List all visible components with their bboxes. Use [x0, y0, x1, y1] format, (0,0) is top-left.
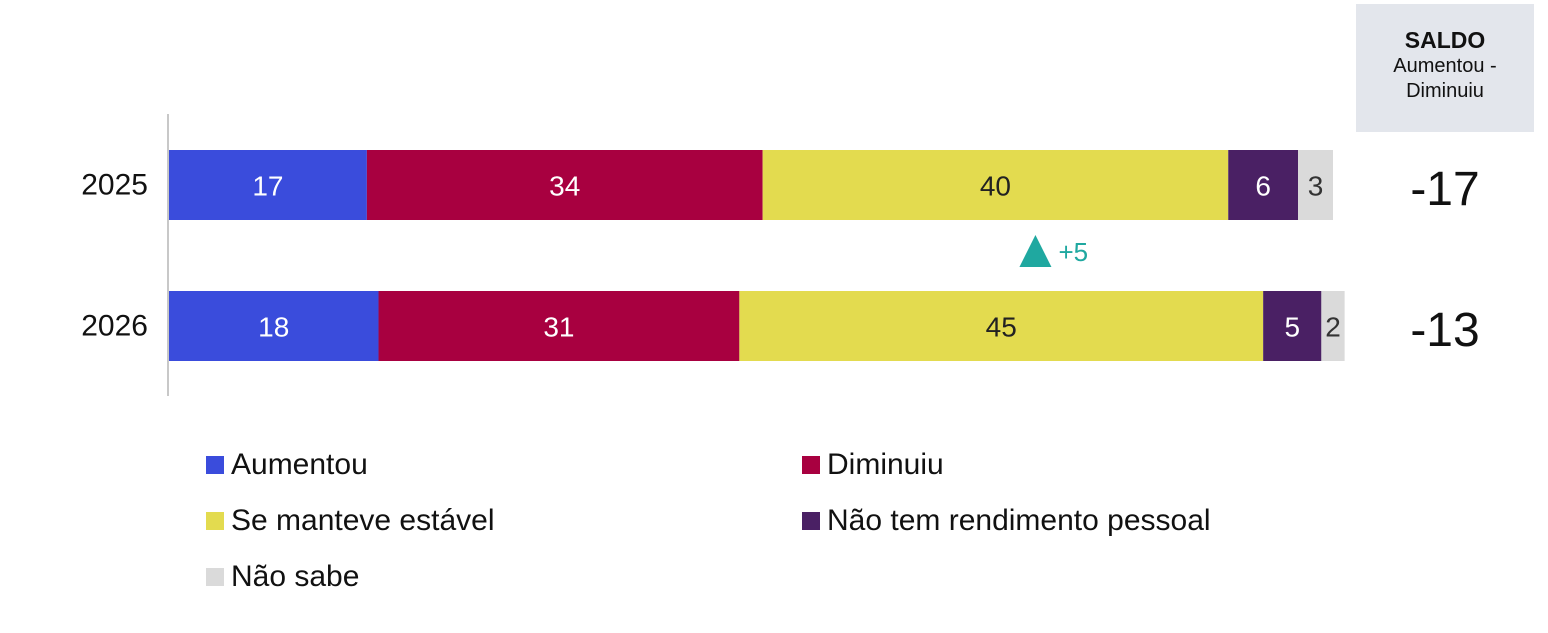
legend-label-nao-sabe: Não sabe [231, 560, 360, 593]
saldo-value-2025: -17 [1410, 163, 1479, 216]
bar-2026-series-0 [169, 291, 379, 361]
legend-item-se-manteve-estavel: Se manteve estável [206, 504, 494, 538]
data-label-2025-series-3: 6 [1255, 171, 1271, 202]
saldo-header: SALDO Aumentou - Diminuiu [1356, 4, 1534, 132]
data-label-2026-series-3: 5 [1284, 312, 1300, 343]
data-label-2025-series-4: 3 [1308, 171, 1324, 202]
legend-swatch-nao-tem-rendimento [802, 512, 820, 530]
legend-label-se-manteve-estavel: Se manteve estável [231, 504, 495, 537]
data-label-2026-series-0: 18 [258, 312, 289, 343]
data-label-2026-series-2: 45 [986, 312, 1017, 343]
bar-2025-series-1 [366, 150, 763, 220]
bar-2025-series-0 [169, 150, 367, 220]
legend-swatch-se-manteve-estavel [206, 512, 224, 530]
legend-label-aumentou: Aumentou [231, 448, 368, 481]
data-label-2025-series-1: 34 [549, 171, 580, 202]
legend-item-diminuiu: Diminuiu [802, 448, 944, 482]
saldo-subtitle: Aumentou - Diminuiu [1393, 55, 1497, 102]
data-label-2026-series-4: 2 [1325, 312, 1341, 343]
legend-item-nao-tem-rendimento: Não tem rendimento pessoal [802, 504, 1211, 538]
legend-swatch-nao-sabe [206, 568, 224, 586]
data-label-2025-series-2: 40 [980, 171, 1011, 202]
category-label-2026: 2026 [81, 310, 148, 343]
bar-2025-series-3 [1228, 150, 1299, 220]
bar-2026-series-4 [1321, 291, 1345, 361]
bar-2025-series-2 [762, 150, 1229, 220]
legend-swatch-aumentou [206, 456, 224, 474]
triangle-up-icon [1019, 235, 1052, 267]
bar-2026-series-1 [378, 291, 740, 361]
legend-item-nao-sabe: Não sabe [206, 560, 359, 594]
legend-item-aumentou: Aumentou [206, 448, 368, 482]
legend-label-nao-tem-rendimento: Não tem rendimento pessoal [827, 504, 1211, 537]
change-annotation-label: +5 [1058, 237, 1088, 267]
bar-2025-series-4 [1298, 150, 1333, 220]
bar-2026-series-2 [739, 291, 1264, 361]
saldo-title: SALDO [1404, 27, 1486, 53]
legend-swatch-diminuiu [802, 456, 820, 474]
data-label-2025-series-0: 17 [252, 171, 283, 202]
category-label-2025: 2025 [81, 169, 148, 202]
saldo-value-2026: -13 [1410, 304, 1479, 357]
bar-2026-series-3 [1263, 291, 1322, 361]
legend-label-diminuiu: Diminuiu [827, 448, 944, 481]
data-label-2026-series-1: 31 [543, 312, 574, 343]
